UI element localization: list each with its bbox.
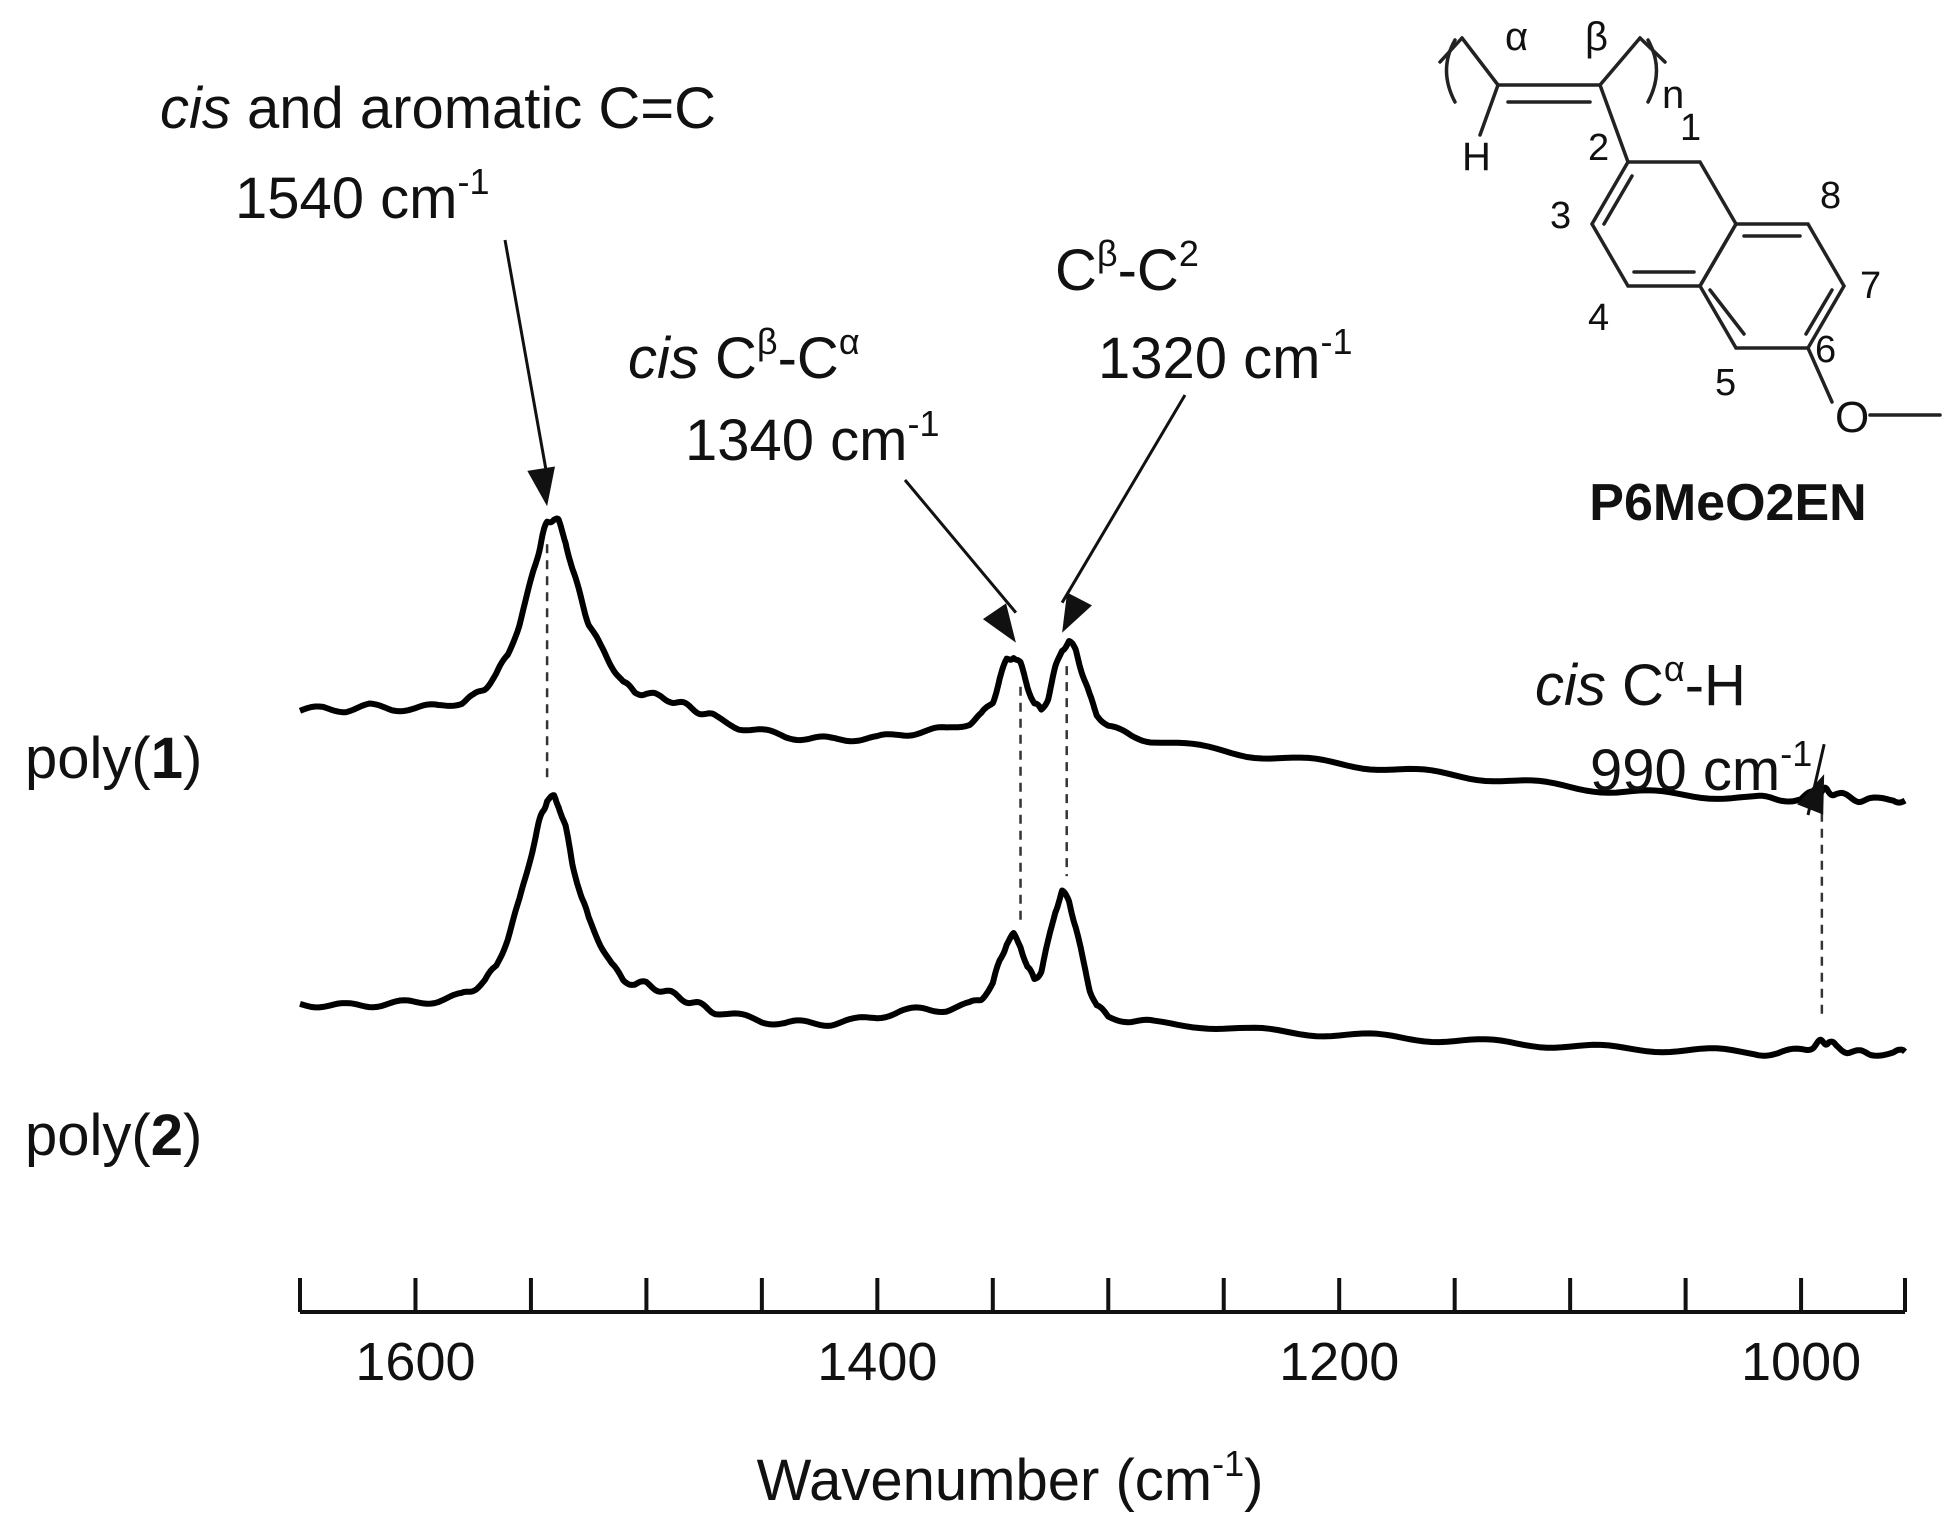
label-pos-1: 1: [1680, 107, 1701, 149]
annotation-arrow-shaft: [1060, 394, 1187, 604]
spectra: [298, 515, 1908, 1059]
annotation-1320: Cβ-C2 1320 cm-1: [1055, 233, 1352, 391]
chemical-structure-labels: α β n H O 1 2 3 4 5 6 7 8 P6MeO2EN: [1462, 15, 1881, 532]
annotation-1320-line1: Cβ-C2: [1055, 233, 1199, 303]
ring-right-inner-2: [1804, 288, 1834, 336]
label-pos-7: 7: [1860, 265, 1881, 307]
series-label-poly-2: poly(2): [25, 1103, 202, 1168]
annotation-arrow-head: [982, 603, 1016, 643]
dashed-guides: [545, 544, 1824, 1021]
x-axis: 1600 1400 1200 1000: [298, 1278, 1907, 1392]
label-beta: β: [1585, 15, 1608, 59]
label-pos-2: 2: [1588, 127, 1609, 169]
annotation-arrows: [503, 239, 1826, 816]
annotation-arrow-head: [527, 466, 555, 507]
x-axis-label-main: Wavenumber (cm: [757, 1448, 1213, 1513]
annotation-arrow-shaft: [903, 479, 1018, 614]
annotation-1340-line2: 1340 cm-1: [685, 403, 939, 473]
label-pos-5: 5: [1715, 362, 1736, 404]
annotation-990-line2: 990 cm-1: [1590, 733, 1812, 803]
bracket-left: [1444, 38, 1457, 104]
x-tick-label: 1200: [1279, 1332, 1399, 1392]
label-pos-4: 4: [1588, 297, 1609, 339]
ring-right-inner-3: [1708, 288, 1746, 336]
chemical-structure: [1438, 36, 1942, 417]
label-pos-8: 8: [1820, 175, 1841, 217]
annotation-1340-line1: cis Cβ-Cα: [628, 321, 860, 391]
x-axis-label-sup: -1: [1212, 1443, 1244, 1484]
compound-name: P6MeO2EN: [1589, 474, 1866, 532]
bond-alpha-h: [1478, 83, 1500, 137]
bond-alpha-left: [1460, 36, 1500, 87]
label-o: O: [1835, 393, 1869, 442]
x-axis-label-tail: ): [1244, 1448, 1263, 1513]
ring-left-inner-1: [1602, 174, 1634, 226]
series-line-poly-2: [299, 792, 1908, 1059]
annotation-1540: cis and aromatic C=C 1540 cm-1: [160, 76, 716, 231]
x-axis-label: Wavenumber (cm-1): [757, 1443, 1264, 1513]
annotation-arrow-head: [1797, 774, 1825, 815]
label-alpha: α: [1505, 15, 1528, 59]
label-pos-6: 6: [1815, 329, 1836, 371]
bracket-right: [1646, 38, 1659, 104]
backbone-left-end: [1438, 36, 1464, 64]
series-label-poly-1: poly(1): [25, 726, 202, 791]
annotation-990: cis Cα-H 990 cm-1: [1535, 648, 1812, 803]
annotation-1540-line2: 1540 cm-1: [235, 161, 489, 231]
label-h: H: [1462, 135, 1491, 179]
x-tick-label: 1400: [817, 1332, 937, 1392]
annotation-1340: cis Cβ-Cα 1340 cm-1: [628, 321, 939, 473]
annotation-990-line1: cis Cα-H: [1535, 648, 1746, 718]
series-line-poly-1: [298, 515, 1907, 806]
label-pos-3: 3: [1550, 195, 1571, 237]
backbone-right-end: [1638, 36, 1667, 64]
x-tick-label: 1600: [355, 1332, 475, 1392]
bond-beta-ring: [1598, 83, 1630, 164]
annotation-arrow-shaft: [503, 239, 549, 477]
annotation-1320-line2: 1320 cm-1: [1098, 321, 1352, 391]
annotation-arrow-head: [1062, 592, 1092, 633]
annotation-1540-line1: cis and aromatic C=C: [160, 76, 716, 141]
bond-c6-o: [1806, 346, 1834, 404]
label-n: n: [1662, 73, 1684, 117]
ring-left: [1589, 160, 1739, 288]
bond-beta-right: [1598, 36, 1642, 87]
x-tick-label: 1000: [1741, 1332, 1861, 1392]
